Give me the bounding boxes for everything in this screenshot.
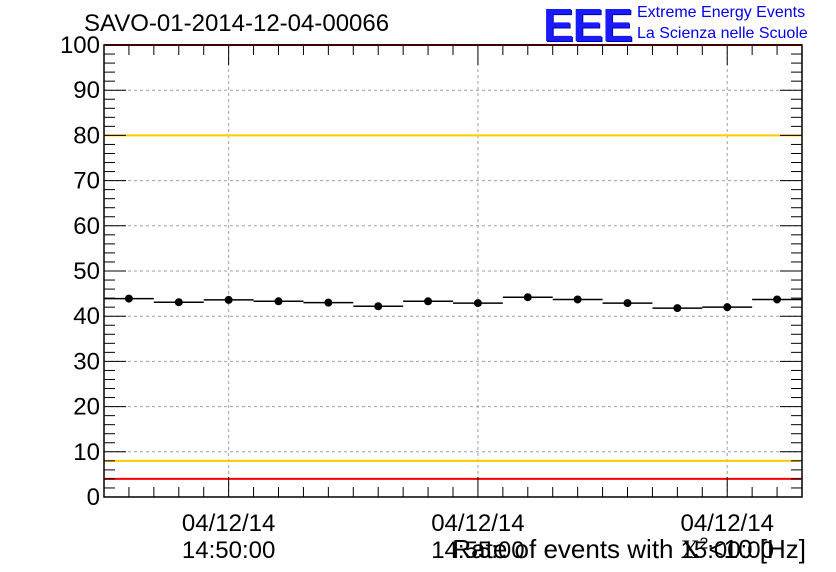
data-point xyxy=(324,298,333,307)
y-tick-label: 30 xyxy=(73,348,100,375)
x-tick-label-date: 04/12/14 xyxy=(431,510,524,537)
y-tick-label: 50 xyxy=(73,258,100,285)
axis-ticks xyxy=(103,44,803,498)
x-tick-label-date: 04/12/14 xyxy=(182,510,275,537)
x-axis-label: Rate of events with X2<10 [Hz] xyxy=(452,534,806,565)
data-point xyxy=(773,295,782,304)
y-tick-label: 60 xyxy=(73,213,100,240)
x-axis-label-sup: 2 xyxy=(699,535,709,553)
logo-text-line2: La Scienza nelle Scuole xyxy=(637,25,808,42)
data-point xyxy=(523,293,532,302)
data-point xyxy=(174,298,183,307)
data-point xyxy=(723,303,732,312)
data-point xyxy=(224,295,233,304)
y-tick-label: 0 xyxy=(87,484,100,511)
data-point xyxy=(374,302,383,311)
y-tick-label: 70 xyxy=(73,168,100,195)
data-point xyxy=(573,295,582,304)
reference-lines xyxy=(104,44,802,480)
y-tick-label: 20 xyxy=(73,394,100,421)
y-tick-label: 80 xyxy=(73,122,100,149)
chart-title: SAVO-01-2014-12-04-00066 xyxy=(84,10,390,37)
x-axis-label-prefix: Rate of events with xyxy=(452,534,681,564)
y-tick-label: 40 xyxy=(73,303,100,330)
x-tick-label-time: 14:55:00 xyxy=(431,537,524,564)
eee-logo: EEE Extreme Energy Events La Scienza nel… xyxy=(543,0,833,51)
x-axis-label-suffix: <10 [Hz] xyxy=(708,534,806,564)
y-tick-label: 100 xyxy=(60,32,100,59)
data-point xyxy=(473,299,482,308)
data-point xyxy=(274,297,283,306)
data-point xyxy=(623,299,632,308)
x-tick-label-date: 04/12/14 xyxy=(681,510,774,537)
data-series xyxy=(104,293,802,313)
y-tick-label: 10 xyxy=(73,439,100,466)
data-point xyxy=(424,297,433,306)
x-tick-label-time: 14:50:00 xyxy=(182,537,275,564)
grid-lines xyxy=(104,45,802,497)
data-point xyxy=(673,304,682,313)
x-tick-label-time: 15:00:00 xyxy=(681,537,774,564)
axis-tick-labels: 010203040506070809010004/12/1414:50:0004… xyxy=(60,32,774,564)
data-point xyxy=(124,294,133,303)
x-axis-label-chi: X xyxy=(680,535,700,564)
logo-text-line1: Extreme Energy Events xyxy=(637,4,806,21)
eee-logo-mark: EEE xyxy=(543,0,633,51)
y-tick-label: 90 xyxy=(73,77,100,104)
